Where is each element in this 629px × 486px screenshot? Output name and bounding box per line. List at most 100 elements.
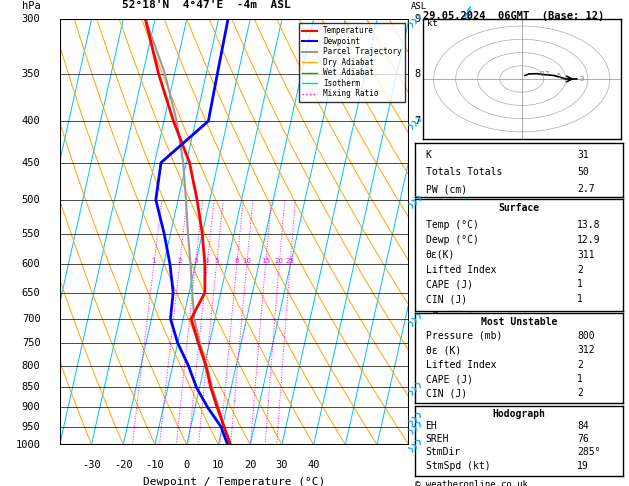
Text: Most Unstable: Most Unstable	[481, 316, 557, 327]
Text: 5: 5	[557, 72, 561, 79]
Text: Dewp (°C): Dewp (°C)	[426, 235, 479, 245]
Text: 52°18'N  4°47'E  -4m  ASL: 52°18'N 4°47'E -4m ASL	[122, 0, 291, 10]
Text: 8: 8	[235, 258, 239, 264]
Text: 900: 900	[22, 402, 40, 413]
Text: CIN (J): CIN (J)	[426, 295, 467, 304]
Text: 450: 450	[22, 157, 40, 168]
Text: 700: 700	[22, 313, 40, 324]
Text: 350: 350	[22, 69, 40, 79]
Text: Hodograph: Hodograph	[493, 409, 545, 418]
Text: θε(K): θε(K)	[426, 250, 455, 260]
Text: 1: 1	[152, 258, 156, 264]
Legend: Temperature, Dewpoint, Parcel Trajectory, Dry Adiabat, Wet Adiabat, Isotherm, Mi: Temperature, Dewpoint, Parcel Trajectory…	[299, 23, 405, 102]
Text: 5: 5	[414, 228, 420, 239]
Text: 2: 2	[577, 264, 583, 275]
Text: 0: 0	[184, 460, 190, 469]
Text: 400: 400	[22, 116, 40, 126]
Text: Mixing Ratio (g/kg): Mixing Ratio (g/kg)	[432, 232, 442, 334]
Text: km
ASL: km ASL	[411, 0, 426, 11]
Text: hPa: hPa	[22, 1, 40, 11]
Text: StmSpd (kt): StmSpd (kt)	[426, 461, 490, 471]
Text: 84: 84	[577, 420, 589, 431]
Text: ❯❯❯: ❯❯❯	[407, 379, 425, 396]
Text: 3: 3	[579, 76, 584, 82]
Text: Dewpoint / Temperature (°C): Dewpoint / Temperature (°C)	[143, 477, 325, 486]
Text: 500: 500	[22, 195, 40, 205]
Text: ❯❯❯: ❯❯❯	[407, 418, 425, 435]
Text: CAPE (J): CAPE (J)	[426, 279, 472, 290]
Text: 12.9: 12.9	[577, 235, 601, 245]
Text: 2: 2	[577, 360, 583, 370]
Text: StmDir: StmDir	[426, 447, 461, 457]
Text: kt: kt	[427, 19, 438, 28]
Text: ❯❯❯: ❯❯❯	[407, 310, 425, 328]
Text: 550: 550	[22, 228, 40, 239]
Text: © weatheronline.co.uk: © weatheronline.co.uk	[415, 480, 528, 486]
Text: θε (K): θε (K)	[426, 346, 461, 355]
Text: 600: 600	[22, 259, 40, 269]
Text: EH: EH	[426, 420, 437, 431]
Text: -30: -30	[82, 460, 101, 469]
Text: Temp (°C): Temp (°C)	[426, 220, 479, 230]
Text: 300: 300	[22, 15, 40, 24]
Text: 1: 1	[577, 279, 583, 290]
Text: 10: 10	[212, 460, 225, 469]
Text: PW (cm): PW (cm)	[426, 184, 467, 194]
Text: 750: 750	[22, 338, 40, 348]
Text: 1: 1	[414, 382, 420, 392]
Text: 3: 3	[193, 258, 198, 264]
Text: Pressure (mb): Pressure (mb)	[426, 331, 502, 341]
Text: 2: 2	[414, 338, 420, 348]
Text: K: K	[426, 150, 431, 160]
Text: Lifted Index: Lifted Index	[426, 360, 496, 370]
Text: 1: 1	[577, 374, 583, 384]
Text: 25: 25	[286, 258, 294, 264]
Text: 800: 800	[577, 331, 594, 341]
Text: 7: 7	[545, 71, 549, 77]
Text: 285°: 285°	[577, 447, 601, 457]
Text: 30: 30	[276, 460, 288, 469]
Text: LCL: LCL	[414, 440, 430, 449]
Text: Lifted Index: Lifted Index	[426, 264, 496, 275]
Text: 950: 950	[22, 421, 40, 432]
Text: CIN (J): CIN (J)	[426, 388, 467, 399]
Text: 9: 9	[414, 15, 420, 24]
Text: 10: 10	[242, 258, 252, 264]
Text: 2: 2	[577, 388, 583, 399]
Text: CAPE (J): CAPE (J)	[426, 374, 472, 384]
Text: -20: -20	[114, 460, 133, 469]
Text: 6: 6	[414, 157, 420, 168]
Text: 1000: 1000	[16, 440, 40, 450]
Text: SREH: SREH	[426, 434, 449, 444]
Text: 76: 76	[577, 434, 589, 444]
Text: 800: 800	[22, 361, 40, 371]
Text: 19: 19	[577, 461, 589, 471]
Text: ❯❯❯: ❯❯❯	[407, 191, 425, 208]
Text: 40: 40	[308, 460, 320, 469]
Text: -10: -10	[145, 460, 164, 469]
Text: 29.05.2024  06GMT  (Base: 12): 29.05.2024 06GMT (Base: 12)	[423, 11, 604, 21]
Text: 20: 20	[275, 258, 284, 264]
Text: 2: 2	[177, 258, 182, 264]
Text: ❯❯❯: ❯❯❯	[407, 408, 425, 426]
Text: Surface: Surface	[498, 203, 540, 213]
Text: ❯❯❯: ❯❯❯	[407, 436, 425, 453]
Text: Totals Totals: Totals Totals	[426, 167, 502, 177]
Text: 15: 15	[261, 258, 270, 264]
Text: 20: 20	[244, 460, 257, 469]
Text: 50: 50	[577, 167, 589, 177]
Text: 13.8: 13.8	[577, 220, 601, 230]
Text: 650: 650	[22, 288, 40, 297]
Text: 2.7: 2.7	[577, 184, 594, 194]
Text: 311: 311	[577, 250, 594, 260]
Text: 4: 4	[414, 259, 420, 269]
Text: 312: 312	[577, 346, 594, 355]
Text: ❯❯❯: ❯❯❯	[407, 112, 425, 130]
Text: 5: 5	[214, 258, 219, 264]
Text: 7: 7	[414, 116, 420, 126]
Text: 3: 3	[414, 288, 420, 297]
Bar	[60, 19, 409, 445]
Text: 1: 1	[577, 295, 583, 304]
Text: 31: 31	[577, 150, 589, 160]
Text: 850: 850	[22, 382, 40, 392]
